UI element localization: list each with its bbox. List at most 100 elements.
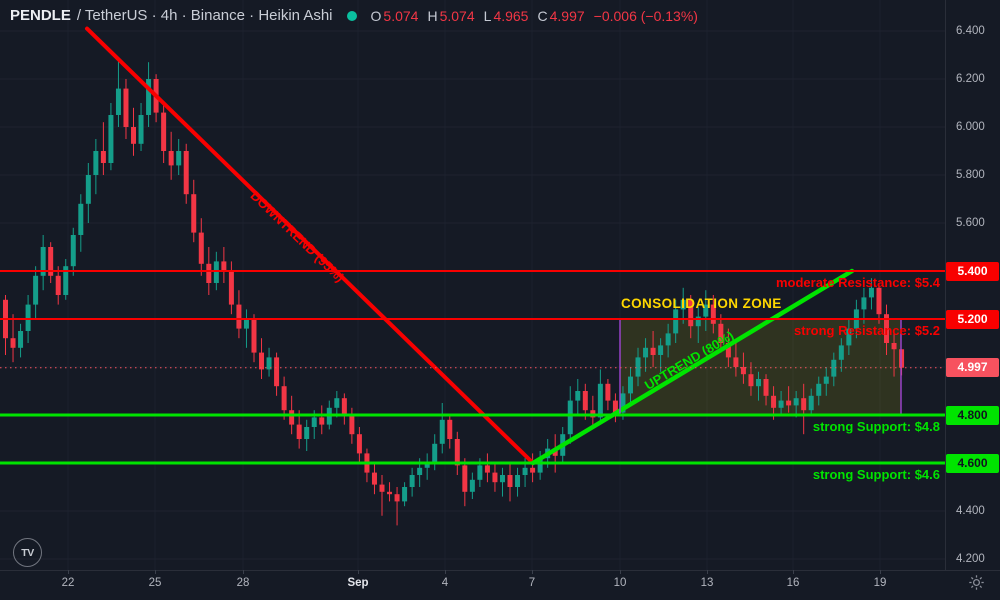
price-axis-separator xyxy=(945,0,946,570)
candle xyxy=(138,115,144,144)
candle xyxy=(371,472,377,485)
symbol-description[interactable]: / TetherUS · 4h · Binance · Heikin Ashi xyxy=(76,7,333,24)
candle xyxy=(341,398,347,415)
candle xyxy=(93,151,99,175)
candle xyxy=(597,383,603,418)
candle xyxy=(771,395,777,408)
candle xyxy=(424,463,430,468)
candle xyxy=(213,261,219,283)
candle xyxy=(409,475,415,487)
downtrend-line[interactable] xyxy=(85,26,535,465)
candle xyxy=(356,434,362,454)
candle xyxy=(710,304,716,324)
candle xyxy=(394,494,400,502)
candle xyxy=(477,465,483,480)
time-axis[interactable] xyxy=(0,571,945,600)
candle xyxy=(115,88,121,115)
candle xyxy=(718,323,724,343)
candle xyxy=(816,383,822,396)
candle xyxy=(733,357,739,367)
candle xyxy=(515,475,521,487)
candle xyxy=(63,266,69,295)
candle xyxy=(146,79,152,115)
open-label: O xyxy=(370,7,382,24)
candle xyxy=(499,475,505,483)
candle xyxy=(259,352,265,370)
candle xyxy=(650,347,656,355)
candle xyxy=(447,419,453,439)
time-axis-separator xyxy=(0,570,1000,571)
candle xyxy=(25,304,31,331)
close-label: C xyxy=(537,7,548,24)
settings-icon[interactable] xyxy=(965,571,987,593)
candle xyxy=(78,203,84,235)
candle xyxy=(507,475,513,487)
candle xyxy=(108,115,114,163)
candle xyxy=(274,357,280,387)
low-label: L xyxy=(483,7,492,24)
candle xyxy=(183,151,189,195)
candle xyxy=(635,357,641,377)
candle xyxy=(10,338,16,348)
candle xyxy=(605,383,611,401)
candle xyxy=(191,194,197,233)
candle xyxy=(55,275,61,295)
candle xyxy=(243,319,249,329)
candle xyxy=(740,367,746,375)
candle xyxy=(387,491,393,495)
candle xyxy=(462,465,468,492)
candle xyxy=(793,398,799,406)
candle xyxy=(349,415,355,435)
consolidation-zone[interactable] xyxy=(620,319,901,415)
candle xyxy=(763,379,769,396)
uptrend-line[interactable] xyxy=(530,268,855,466)
candle xyxy=(801,398,807,411)
low-value: 4.965 xyxy=(493,7,529,24)
candle xyxy=(48,247,54,276)
candle xyxy=(236,304,242,329)
candle xyxy=(658,345,664,355)
candle xyxy=(281,386,287,411)
ohlc-values: O 5.074 H 5.074 L 4.965 C 4.997 −0.006 (… xyxy=(371,8,707,24)
candle xyxy=(703,304,709,317)
candle xyxy=(748,374,754,387)
candle xyxy=(40,247,46,276)
candle xyxy=(823,376,829,384)
candle xyxy=(673,309,679,334)
candle xyxy=(884,314,890,343)
high-value: 5.074 xyxy=(439,7,475,24)
candle xyxy=(695,316,701,327)
candle xyxy=(620,393,626,413)
candle xyxy=(402,487,408,502)
candle xyxy=(680,299,686,310)
symbol-title[interactable]: PENDLE xyxy=(10,7,71,24)
market-status-dot[interactable] xyxy=(346,10,357,21)
price-axis[interactable] xyxy=(946,0,1000,570)
candle xyxy=(176,151,182,166)
candle xyxy=(33,275,39,305)
candle xyxy=(537,458,543,473)
candle xyxy=(891,343,897,350)
candle xyxy=(289,410,295,425)
candle xyxy=(484,465,490,473)
candle xyxy=(643,347,649,358)
candle xyxy=(575,391,581,401)
candle xyxy=(492,472,498,483)
candle xyxy=(868,287,874,298)
candle xyxy=(756,379,761,387)
candle xyxy=(379,484,385,492)
open-value: 5.074 xyxy=(383,7,419,24)
tradingview-logo[interactable]: TV xyxy=(13,538,42,567)
candle xyxy=(296,424,302,439)
candle xyxy=(876,287,882,315)
candle xyxy=(582,391,588,411)
candle xyxy=(838,345,844,360)
change-value: −0.006 (−0.13%) xyxy=(593,7,698,24)
candle xyxy=(206,263,212,283)
candle xyxy=(221,261,227,271)
candle xyxy=(688,299,694,327)
candle xyxy=(85,175,91,204)
candle xyxy=(198,232,204,264)
